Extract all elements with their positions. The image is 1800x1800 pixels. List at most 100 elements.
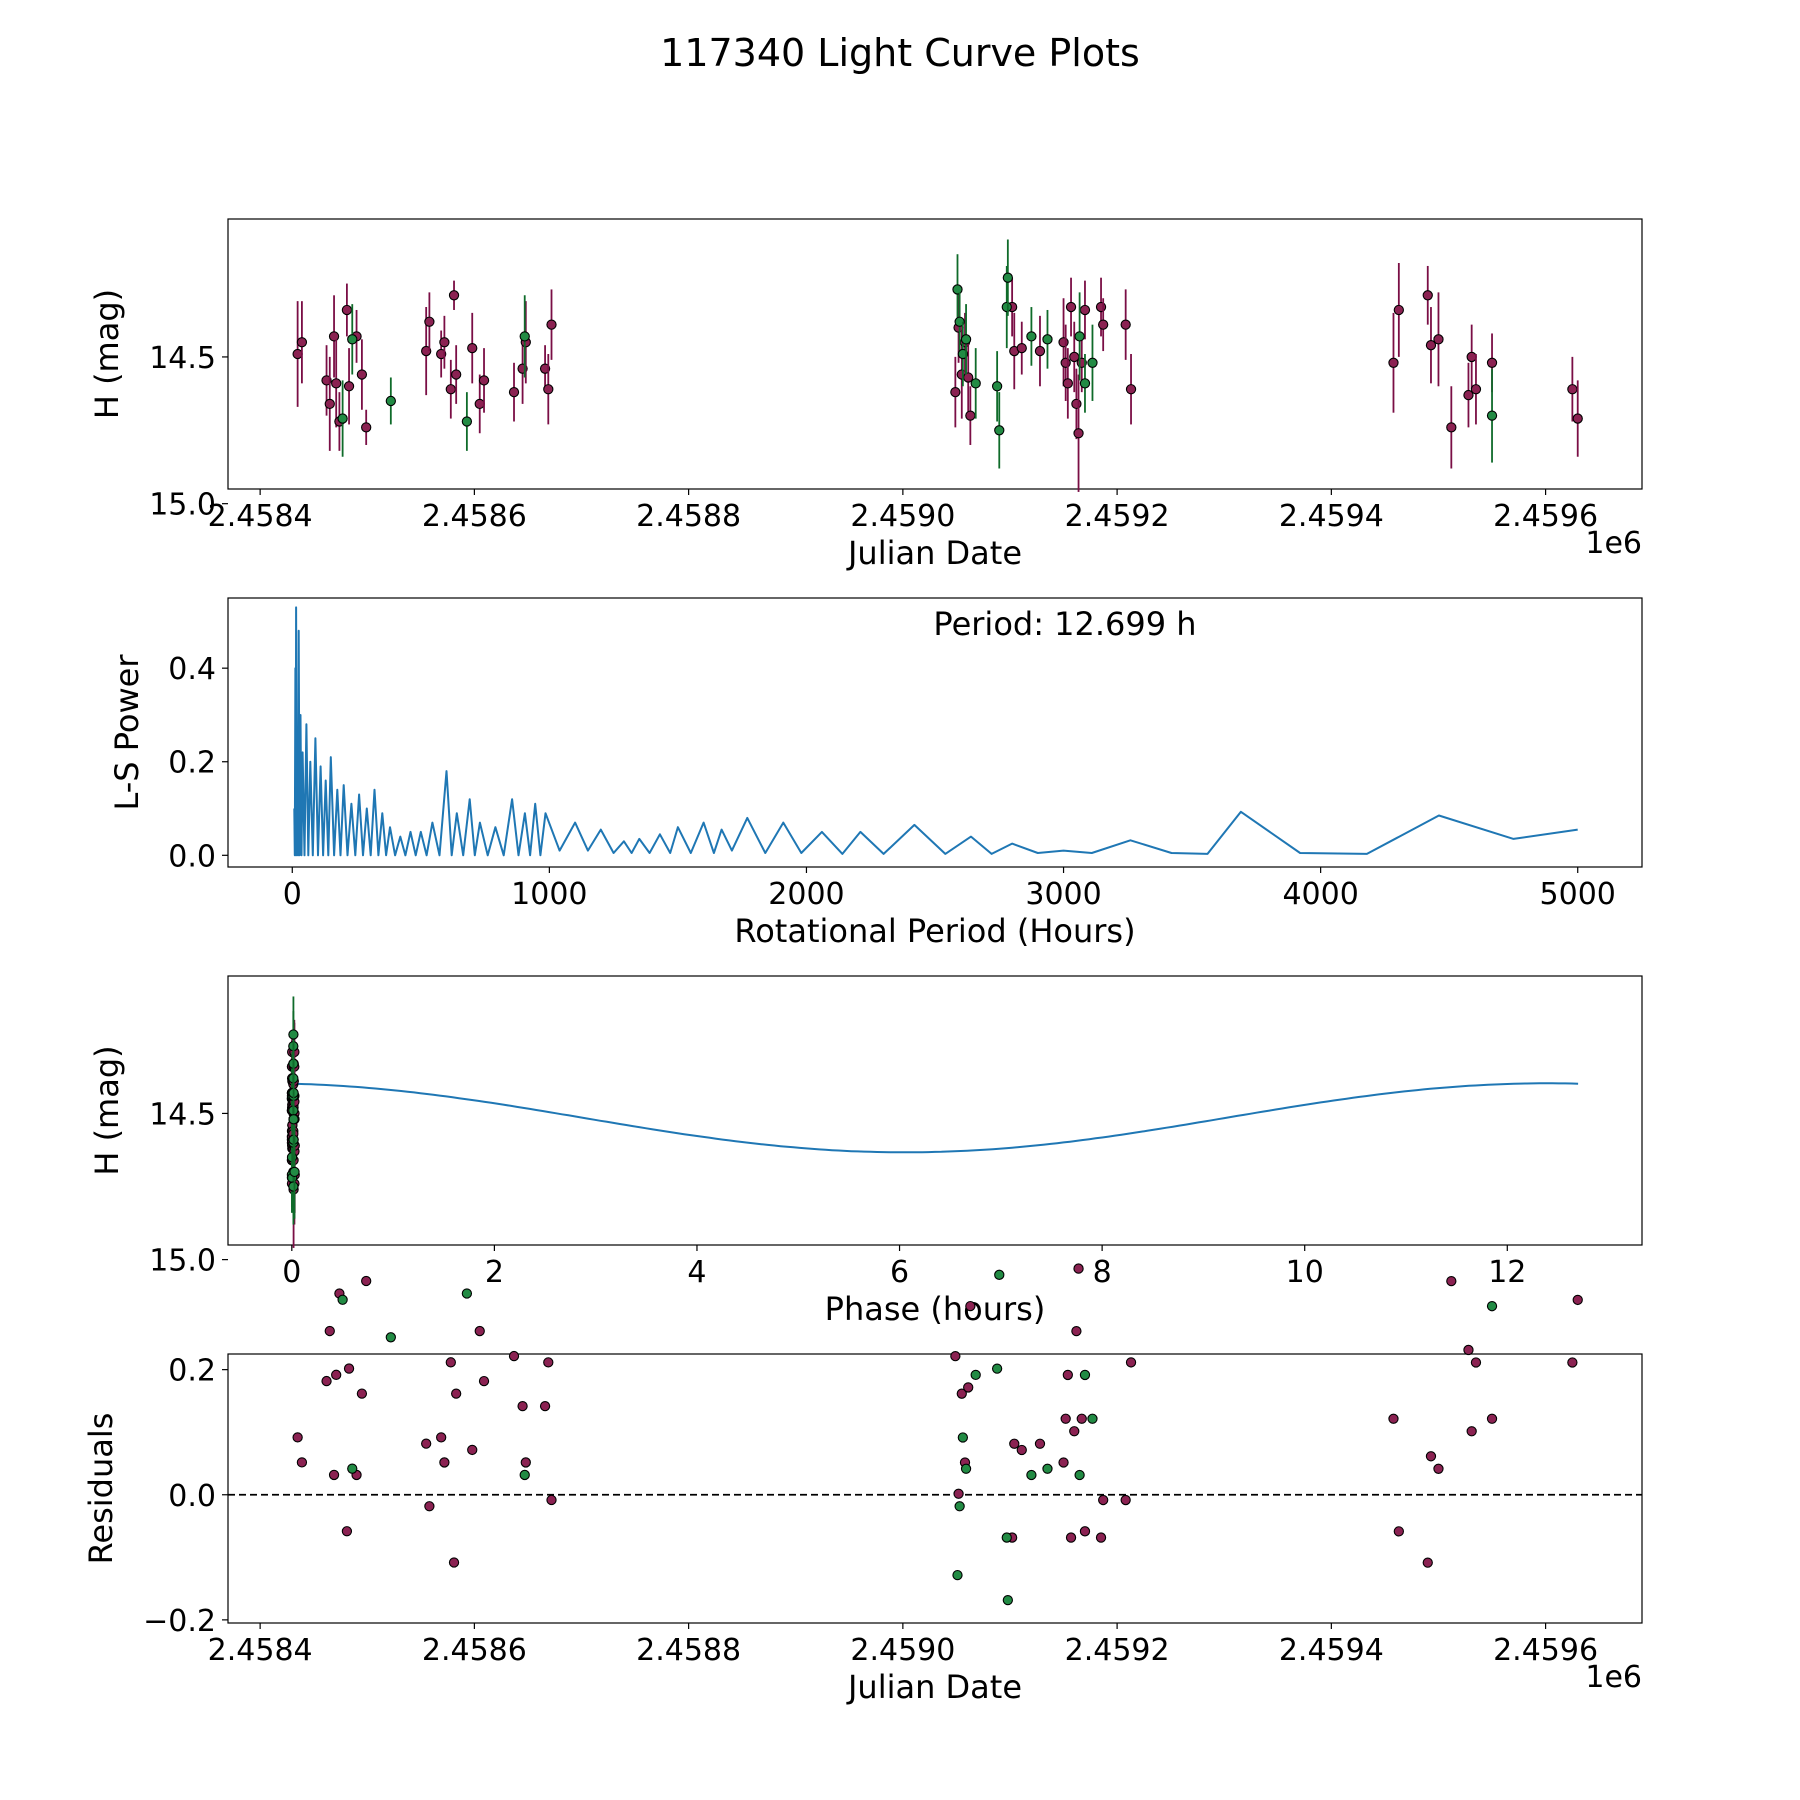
lightcurve-maroon-point xyxy=(451,369,462,380)
lightcurve-maroon-point xyxy=(950,387,961,398)
residuals-x-offset-label: 1e6 xyxy=(1585,1660,1642,1695)
lightcurve-x-tick-label: 2.4586 xyxy=(422,499,527,534)
residuals-maroon-point xyxy=(517,1400,528,1412)
phased-x-tick-label: 6 xyxy=(890,1255,909,1290)
phased-y-axis-label: H (mag) xyxy=(88,1045,126,1175)
residuals-maroon-point xyxy=(1016,1444,1027,1456)
lightcurve-maroon-point xyxy=(1098,319,1109,330)
lightcurve-green-point xyxy=(994,425,1005,436)
lightcurve-panel: 2.4584 2.4586 2.4588 2.4590 2.4592 2.4594 2.45… xyxy=(88,218,1643,572)
lightcurve-maroon-point xyxy=(341,304,353,316)
lightcurve-x-tick-label: 2.4594 xyxy=(1279,499,1384,534)
lightcurve-maroon-point xyxy=(965,410,976,421)
residuals-maroon-point xyxy=(1125,1357,1137,1368)
lightcurve-maroon-point xyxy=(1125,384,1137,395)
residuals-maroon-point xyxy=(324,1325,335,1337)
lightcurve-maroon-point xyxy=(356,369,368,380)
residuals-maroon-point xyxy=(1433,1463,1444,1474)
phased-x-tick-label: 4 xyxy=(687,1255,706,1290)
residuals-maroon-point xyxy=(1120,1494,1131,1506)
lightcurve-x-tick-label: 2.4596 xyxy=(1493,499,1598,534)
residuals-maroon-point xyxy=(1060,1413,1071,1424)
residuals-maroon-point xyxy=(1062,1369,1073,1381)
residuals-maroon-point xyxy=(953,1488,964,1499)
residuals-x-tick-label: 2.4584 xyxy=(208,1633,313,1668)
lightcurve-green-point xyxy=(461,416,473,427)
residuals-x-tick-label: 2.4586 xyxy=(422,1633,527,1668)
phased-x-tick-label: 2 xyxy=(485,1255,504,1290)
lightcurve-green-point xyxy=(970,378,981,389)
lightcurve-maroon-point xyxy=(478,375,490,386)
residuals-x-tick-label: 2.4594 xyxy=(1279,1633,1384,1668)
residuals-maroon-point xyxy=(1069,1426,1080,1437)
residuals-maroon-point xyxy=(321,1375,332,1387)
lightcurve-maroon-point xyxy=(1058,337,1069,348)
residuals-green-point xyxy=(1079,1369,1091,1381)
residuals-maroon-point xyxy=(1466,1426,1477,1437)
phased-green-point xyxy=(289,1166,300,1178)
residuals-maroon-point xyxy=(341,1526,353,1537)
lightcurve-x-tick-label: 2.4592 xyxy=(1065,499,1170,534)
periodogram-y-tick-label: 0.2 xyxy=(168,746,216,781)
lightcurve-maroon-point xyxy=(539,363,551,374)
lightcurve-maroon-point xyxy=(467,342,478,354)
lightcurve-maroon-point xyxy=(1486,357,1498,368)
residuals-green-point xyxy=(957,1432,969,1443)
residuals-maroon-point xyxy=(1079,1526,1091,1537)
lightcurve-maroon-point xyxy=(1060,357,1071,368)
residuals-x-tick-label: 2.4590 xyxy=(850,1633,955,1668)
phased-x-tick-label: 10 xyxy=(1286,1255,1324,1290)
periodogram-panel: 0 1000 2000 3000 4000 5000 0.0 0.2 0.4 Rotational… xyxy=(108,597,1643,950)
lightcurve-maroon-point xyxy=(1034,345,1046,357)
periodogram-y-axis-label: L-S Power xyxy=(108,654,146,811)
residuals-green-point xyxy=(1042,1463,1053,1474)
residuals-green-point xyxy=(1026,1469,1037,1481)
residuals-green-point xyxy=(954,1501,965,1512)
residuals-green-point xyxy=(1001,1532,1012,1543)
lightcurve-maroon-point xyxy=(424,316,435,327)
lightcurve-maroon-point xyxy=(1062,378,1073,389)
lightcurve-x-offset-label: 1e6 xyxy=(1585,526,1642,561)
lightcurve-maroon-point xyxy=(421,345,432,357)
phased-y-tick-label: 15.0 xyxy=(149,1244,216,1279)
lightcurve-maroon-point xyxy=(445,384,456,395)
residuals-y-tick-label: 0.0 xyxy=(168,1479,216,1514)
lightcurve-maroon-point xyxy=(1425,340,1437,351)
residuals-maroon-point xyxy=(1388,1413,1399,1424)
residuals-green-point xyxy=(385,1332,396,1343)
residuals-maroon-point xyxy=(543,1357,554,1368)
periodogram-power-line xyxy=(293,606,1578,857)
lightcurve-maroon-point xyxy=(439,337,450,348)
lightcurve-green-point xyxy=(1074,331,1085,342)
residuals-green-point xyxy=(1074,1469,1085,1481)
lightcurve-axes-frame xyxy=(227,218,1643,490)
periodogram-y-tick-label: 0.0 xyxy=(168,839,216,874)
lightcurve-green-point xyxy=(991,381,1003,392)
residuals-maroon-point xyxy=(361,1275,372,1287)
residuals-maroon-point xyxy=(478,1375,490,1387)
residuals-green-point xyxy=(461,1288,473,1299)
residuals-maroon-point xyxy=(539,1400,551,1412)
lightcurve-maroon-point xyxy=(292,348,303,360)
residuals-maroon-point xyxy=(950,1350,961,1362)
lightcurve-maroon-point xyxy=(474,398,485,410)
phased-x-tick-label: 12 xyxy=(1488,1255,1526,1290)
lightcurve-maroon-point xyxy=(324,398,335,410)
lightcurve-maroon-point xyxy=(1446,422,1457,433)
residuals-maroon-point xyxy=(1463,1344,1474,1356)
residuals-maroon-point xyxy=(1098,1494,1109,1506)
lightcurve-maroon-point xyxy=(328,331,340,342)
lightcurve-green-point xyxy=(1042,334,1053,345)
residuals-maroon-point xyxy=(1486,1413,1498,1424)
lightcurve-maroon-point xyxy=(331,378,342,389)
lightcurve-y-tick-label: 15.0 xyxy=(149,488,216,523)
plot-panels: 2.4584 2.4586 2.4588 2.4590 2.4592 2.4594 2.45… xyxy=(82,218,1643,1706)
residuals-maroon-point xyxy=(1422,1557,1433,1568)
lightcurve-x-tick-label: 2.4588 xyxy=(636,499,741,534)
lightcurve-maroon-point xyxy=(1388,357,1399,368)
residuals-y-tick-label: 0.2 xyxy=(168,1354,216,1389)
residuals-x-tick-label: 2.4588 xyxy=(636,1633,741,1668)
phased-green-point xyxy=(288,1029,299,1040)
residuals-maroon-point xyxy=(1095,1532,1107,1543)
